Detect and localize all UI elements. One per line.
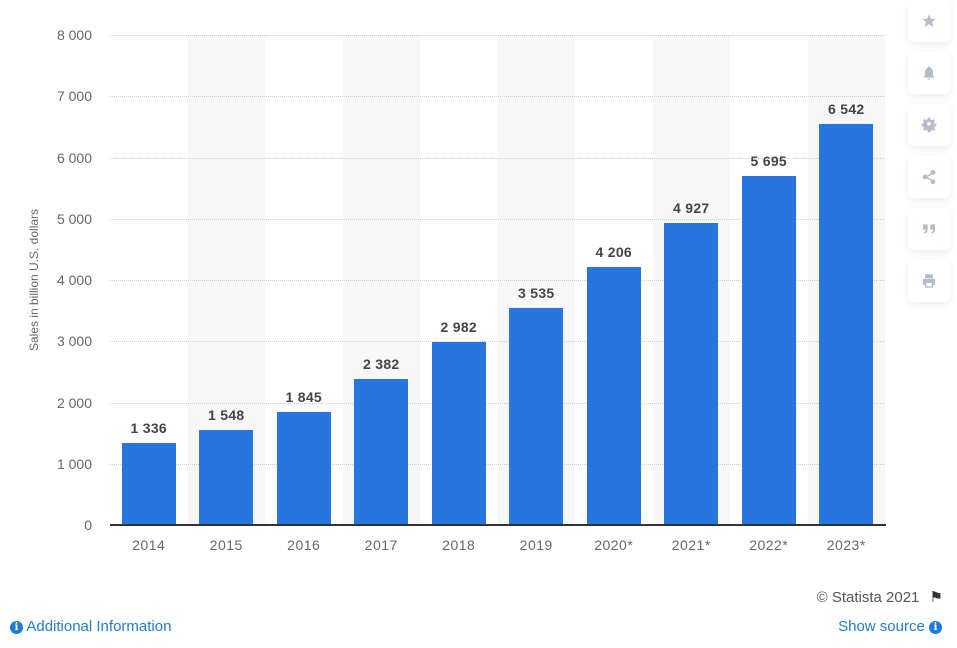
copyright-text: © Statista 2021 xyxy=(816,589,920,606)
x-tick-label: 2021* xyxy=(671,537,711,553)
x-tick-label: 2016 xyxy=(287,537,321,553)
y-tick-label: 0 xyxy=(84,517,92,533)
gridline xyxy=(110,402,885,404)
share-icon xyxy=(922,170,936,184)
bell-icon xyxy=(923,66,935,80)
value-label: 2 382 xyxy=(362,356,400,373)
y-tick-label: 4 000 xyxy=(56,272,92,288)
value-label: 3 535 xyxy=(517,285,555,302)
gridline xyxy=(110,218,885,220)
y-tick-label: 1 000 xyxy=(56,455,92,472)
print-button[interactable] xyxy=(908,260,950,302)
x-axis-line xyxy=(110,524,886,526)
value-label: 1 845 xyxy=(285,388,323,405)
print-icon xyxy=(923,274,935,288)
value-label: 6 542 xyxy=(827,101,865,118)
y-tick-label: 3 000 xyxy=(56,333,92,350)
x-tick-label: 2020* xyxy=(594,537,634,553)
value-label: 4 206 xyxy=(595,244,633,261)
gridline xyxy=(110,35,885,36)
bar-chart: 0 1 000 2 000 3 000 4 000 5 000 6 000 7 000 8 00… xyxy=(27,27,886,553)
y-tick-label: 7 000 xyxy=(56,88,92,105)
x-tick-label: 2022* xyxy=(749,537,789,553)
bar-2014[interactable] xyxy=(121,443,176,525)
gridline xyxy=(110,96,885,98)
gridline xyxy=(110,463,885,465)
x-tick-label: 2015 xyxy=(209,537,243,553)
bar-2018[interactable] xyxy=(431,342,486,525)
favorite-button[interactable] xyxy=(908,0,950,42)
y-tick-label: 5 000 xyxy=(56,210,92,227)
x-tick-label: 2018 xyxy=(442,537,476,553)
info-icon: i xyxy=(10,621,23,634)
bar-2017[interactable] xyxy=(354,379,409,525)
cite-button[interactable] xyxy=(908,208,950,250)
show-source-link[interactable]: Show source i xyxy=(838,618,942,635)
y-tick-label: 8 000 xyxy=(56,27,92,43)
bar-2019[interactable] xyxy=(509,308,564,525)
quote-icon xyxy=(923,224,935,234)
copyright: © Statista 2021 ⚑ xyxy=(817,588,943,606)
value-label: 1 548 xyxy=(207,407,245,424)
settings-button[interactable] xyxy=(908,104,950,146)
gear-icon xyxy=(921,117,937,133)
additional-information-link[interactable]: i Additional Information xyxy=(10,618,171,635)
additional-information-label: Additional Information xyxy=(26,618,172,635)
value-label: 5 695 xyxy=(750,153,788,170)
flag-icon[interactable]: ⚑ xyxy=(929,589,943,606)
info-icon: i xyxy=(929,621,942,634)
bar-2022[interactable] xyxy=(741,176,796,525)
x-tick-label: 2017 xyxy=(364,537,398,553)
star-icon xyxy=(922,14,936,27)
y-tick-label: 6 000 xyxy=(56,149,92,166)
value-label: 4 927 xyxy=(672,200,710,217)
y-axis-label: Sales in billion U.S. dollars xyxy=(27,208,41,352)
value-label: 1 336 xyxy=(130,420,168,437)
share-button[interactable] xyxy=(908,156,950,198)
bar-2020[interactable] xyxy=(586,267,641,525)
show-source-label: Show source xyxy=(838,618,925,635)
x-tick-label: 2019 xyxy=(519,537,553,553)
y-tick-label: 2 000 xyxy=(56,394,92,411)
value-label: 2 982 xyxy=(440,319,478,336)
bar-2023[interactable] xyxy=(819,124,874,525)
x-tick-label: 2014 xyxy=(132,537,166,553)
bar-2021[interactable] xyxy=(664,223,719,525)
notification-button[interactable] xyxy=(908,52,950,94)
gridline xyxy=(110,341,885,343)
bar-2015[interactable] xyxy=(199,430,254,525)
bar-2016[interactable] xyxy=(276,411,331,525)
x-tick-label: 2023* xyxy=(826,537,866,553)
gridline xyxy=(110,157,885,159)
gridline xyxy=(110,280,885,281)
